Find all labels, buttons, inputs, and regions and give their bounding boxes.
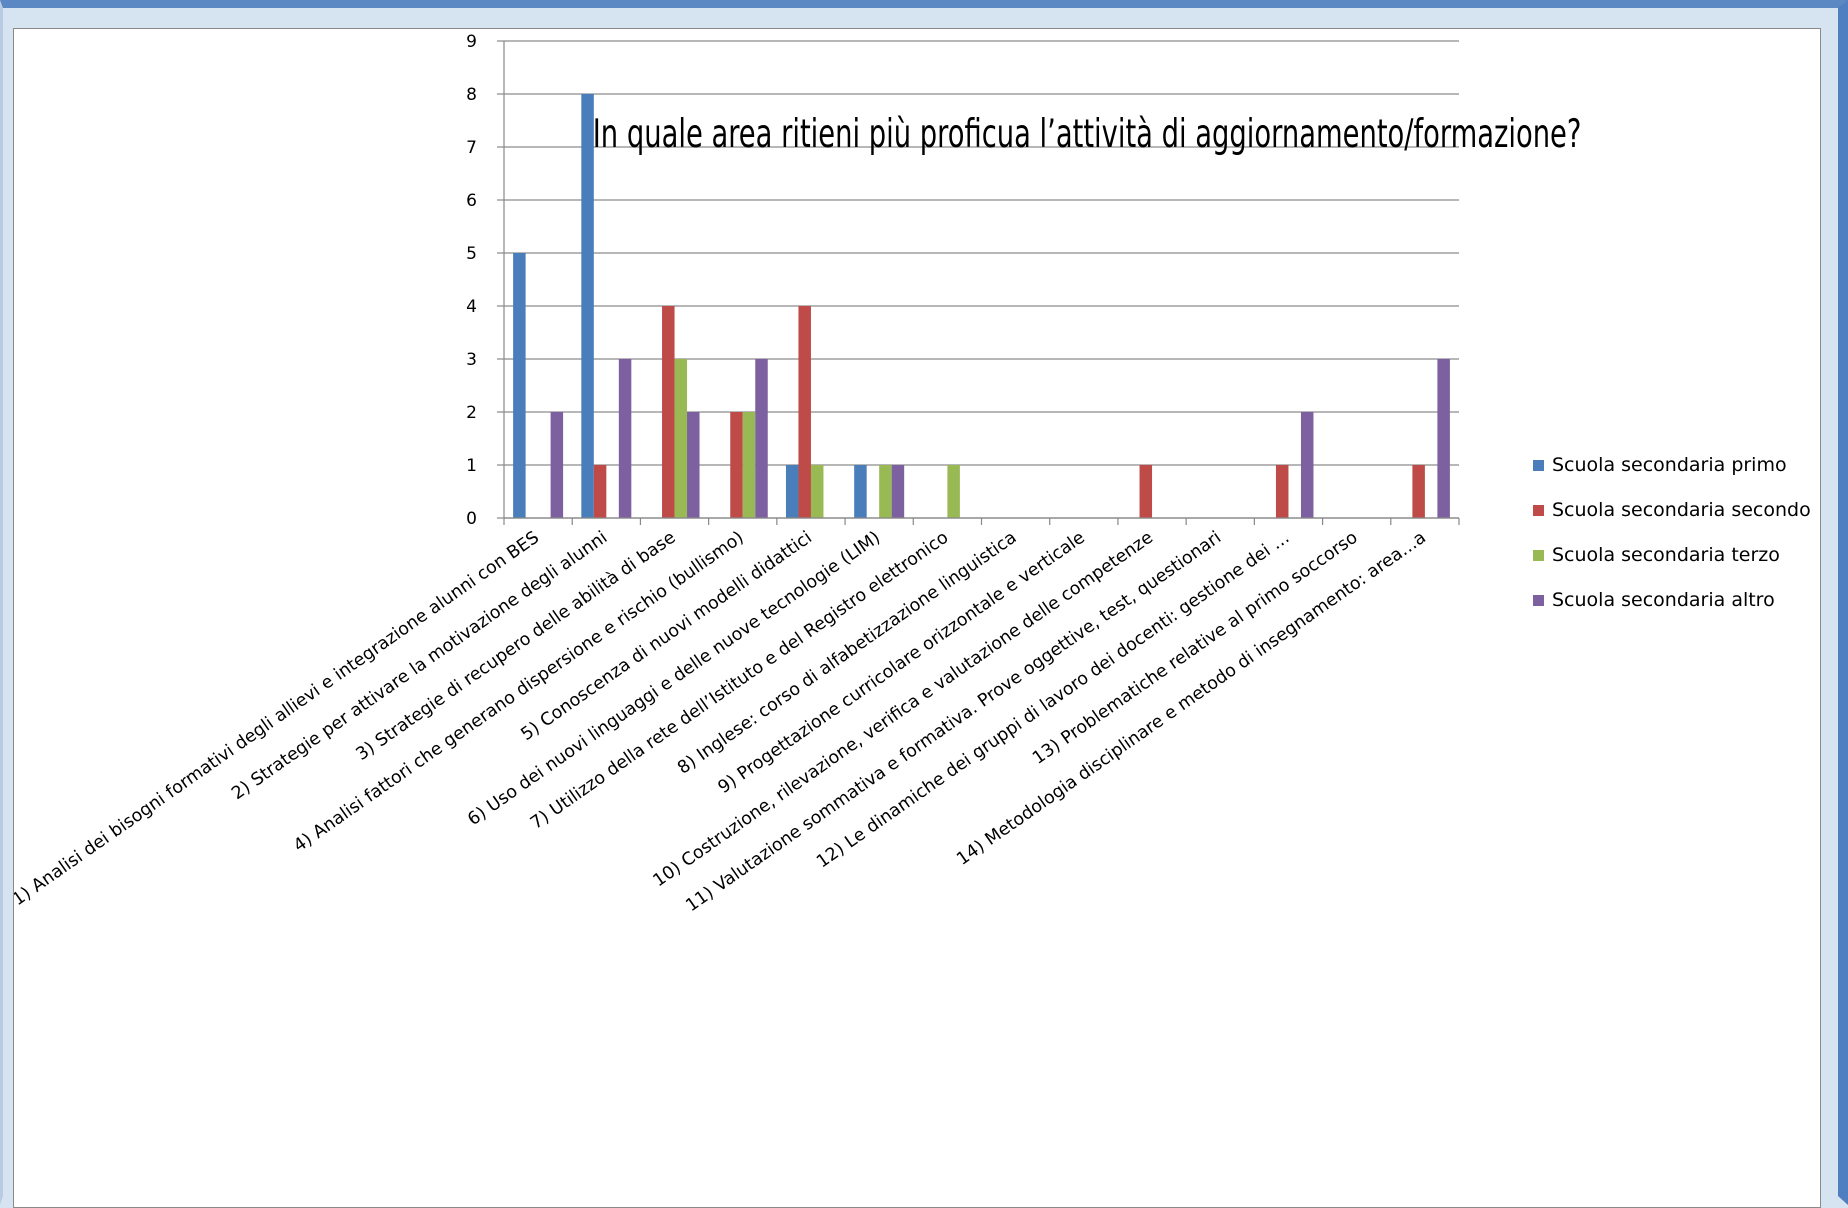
y-tick-labels: 0 1 2 3 4 5 6 7 8 9 [466, 32, 477, 529]
bar [593, 465, 607, 518]
y-tick-label: 0 [466, 509, 477, 529]
bar [755, 359, 768, 518]
bar [1139, 465, 1153, 518]
legend: Scuola secondaria primo Scuola secondaria… [1533, 454, 1811, 611]
y-tick-label: 8 [466, 85, 477, 105]
bar [854, 465, 867, 518]
axes [503, 41, 1460, 525]
bars [513, 94, 1450, 518]
legend-label: Scuola secondaria terzo [1552, 544, 1780, 566]
bar [879, 465, 892, 518]
bar [581, 94, 594, 518]
x-tick-label: 3) Strategie di recupero delle abilità d… [353, 528, 680, 765]
bar [513, 253, 526, 518]
legend-swatch [1533, 550, 1544, 561]
bar [662, 306, 675, 518]
bar [1300, 412, 1314, 518]
chart-area: 0 1 2 3 4 5 6 7 8 9 1) Analisi dei bisogni format… [13, 28, 1821, 1208]
bar [674, 359, 688, 518]
y-tick-label: 6 [466, 191, 477, 211]
bar [550, 412, 564, 518]
legend-label: Scuola secondaria secondo [1552, 499, 1811, 521]
y-tick-label: 5 [466, 244, 477, 264]
bar [730, 412, 743, 518]
chart-title: In quale area ritieni più proficua l’att… [593, 112, 1582, 157]
y-tick-label: 4 [466, 297, 477, 317]
bar [947, 465, 960, 518]
y-tick-label: 2 [466, 403, 477, 423]
x-tick-labels: 1) Analisi dei bisogni formativi degli a… [14, 528, 1430, 916]
bar [1437, 359, 1450, 518]
bar [618, 359, 632, 518]
bar [1412, 465, 1425, 518]
y-tick-label: 7 [466, 138, 477, 158]
bar [785, 465, 799, 518]
legend-swatch [1533, 460, 1544, 471]
y-tick-label: 9 [466, 32, 477, 52]
x-tick-label: 4) Analisi fattori che generano dispersi… [290, 528, 747, 857]
bar [798, 306, 811, 518]
bar-chart: 0 1 2 3 4 5 6 7 8 9 1) Analisi dei bisogni format… [14, 32, 1811, 916]
legend-swatch [1533, 595, 1544, 606]
legend-swatch [1533, 505, 1544, 516]
bar [891, 465, 905, 518]
bar [742, 412, 756, 518]
y-tick-label: 1 [466, 456, 477, 476]
bar [810, 465, 824, 518]
bar [687, 412, 700, 518]
y-tick-label: 3 [466, 350, 477, 370]
legend-label: Scuola secondaria altro [1552, 589, 1775, 611]
bar [1275, 465, 1289, 518]
legend-label: Scuola secondaria primo [1552, 454, 1787, 476]
